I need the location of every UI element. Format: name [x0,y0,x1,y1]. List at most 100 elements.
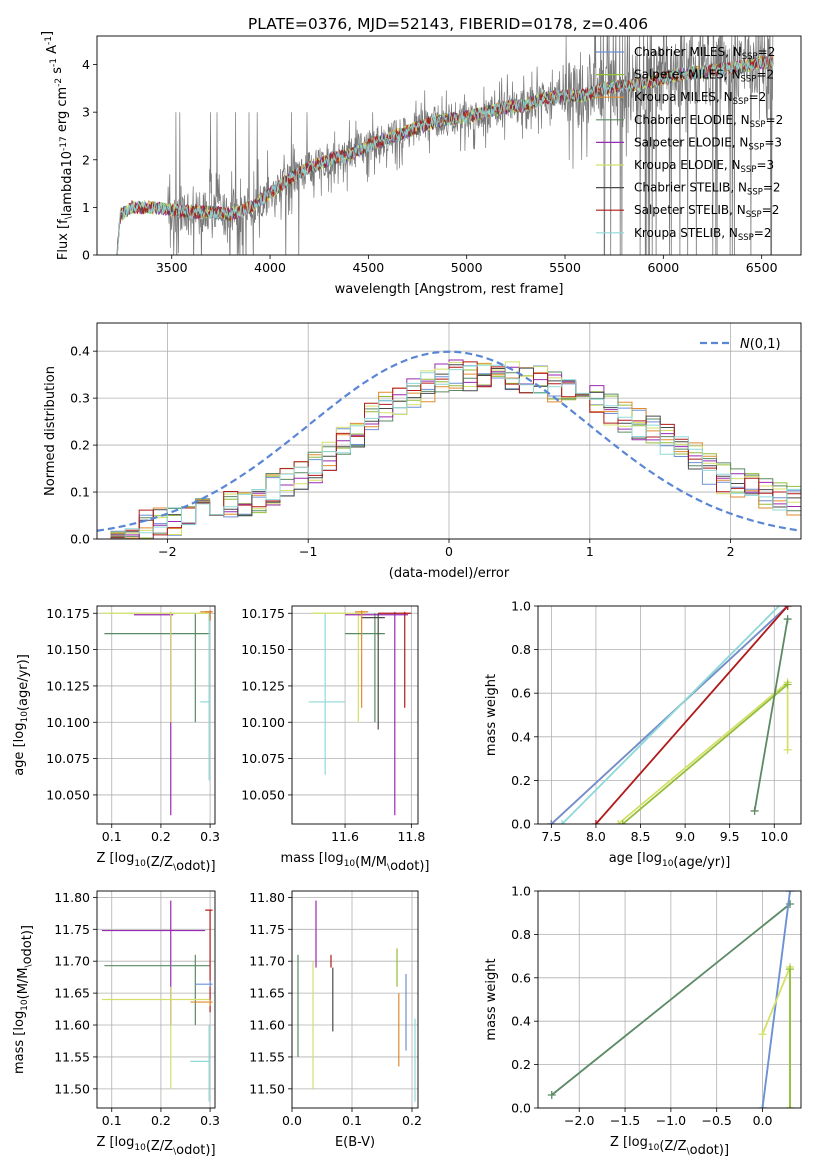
label-part: 10 [344,859,356,869]
label-part: (data-model)/error [389,566,510,581]
legend-name: Salpeter STELIB, N [634,203,746,217]
x-tick-label: 0.2 [402,1113,422,1128]
label-part: wavelength [Angstrom, rest frame] [335,282,564,297]
residuals-panel: −2 −1 0 1 2 0.0 0.1 0.2 0.3 0.4 (data-model)/error… [43,322,802,581]
label-part: (M/M [355,855,387,870]
label-part: 10 [662,859,674,869]
y-tick-label: 11.50 [54,1081,90,1096]
age-vs-Z-panel: 0.1 0.2 0.3 10.050 10.075 10.100 10.125 10.150 1… [12,605,220,874]
legend-count: =3 [756,158,774,172]
y-tick-label: 10.050 [241,787,285,802]
x-tick-label: −1.5 [610,1113,640,1128]
y-tick-label: 0.6 [511,970,531,985]
label-part: age [log [12,723,27,776]
axes-frame [96,35,802,256]
label-part: Flux [f [56,219,71,260]
legend-entry: Chabrier STELIB, NSSP=2 [634,181,781,198]
x-tick-label: 6500 [746,260,778,275]
point-marker [750,806,759,815]
y-tick-label: 1 [82,200,90,215]
plot-area [547,593,792,824]
x-tick-label: −1.0 [656,1113,686,1128]
legend-name: Chabrier STELIB, N [634,181,747,195]
point-marker [783,606,792,610]
x-tick-label: 0.2 [151,1113,171,1128]
point-marker [784,593,792,601]
x-tick-label: 11.6 [331,829,359,844]
y-axis-label: mass weight [484,958,499,1040]
x-tick-label: 11.8 [397,829,425,844]
x-tick-label: 8.5 [631,829,651,844]
label-part: ] [40,31,55,36]
x-tick-label: 0.1 [342,1113,362,1128]
legend-name: Salpeter MILES, N [634,68,741,82]
plot-area [547,891,795,1108]
label-part: 10 [134,1143,146,1153]
plot-area [308,610,412,816]
label-part: )] [20,925,35,935]
legend-sub: SSP [747,188,763,198]
label-part: \ [173,1147,177,1157]
plot-area [101,610,213,816]
y-tick-label: 0.3 [70,391,90,406]
label-part: (Z/Z [146,855,173,870]
x-axis-label: mass [log10(M/M\odot)] [280,851,429,874]
label-part: N [740,337,750,352]
label-part: odot [390,859,419,874]
y-tick-label: 2 [82,152,90,167]
label-part: 10 [60,151,75,168]
legend-count: =2 [763,181,781,195]
x-tick-label: 5000 [451,260,483,275]
label-part: (0,1) [750,337,781,352]
x-tick-label: 10.0 [760,829,788,844]
label-part: \ [64,215,74,219]
y-axis-label: age [log10(age/yr)] [12,654,31,776]
y-tick-label: 0.0 [511,817,531,832]
point-marker [547,820,556,824]
y-tick-label: 1.0 [511,599,531,614]
label-part: odot [20,935,35,964]
y-tick-label: 0 [82,248,90,263]
label-part: \ [387,863,391,873]
x-axis-label: wavelength [Angstrom, rest frame] [335,282,564,297]
y-tick-label: 11.65 [249,986,285,1001]
legend-entry: Kroupa ELODIE, NSSP=3 [634,158,774,175]
point-marker [758,1104,767,1108]
y-tick-label: 0.2 [70,438,90,453]
axes-frame [537,605,802,825]
histogram-kroupa-stelib [97,364,801,539]
legend-name: Kroupa MILES, N [634,90,733,104]
label-part: \ [24,963,34,967]
y-tick-label: 10.075 [46,751,90,766]
massweight-vs-Z-panel: −2.0 −1.5 −1.0 −0.5 0.0 0.0 0.2 0.4 0.6 0.8 1.0 Z [… [484,884,802,1158]
legend-count: =2 [762,203,780,217]
label-part: (M/M [16,967,31,999]
legend-sub: SSP [746,210,762,220]
legend-name: Kroupa ELODIE, N [634,158,741,172]
x-tick-label: 4000 [254,260,286,275]
legend-entry: Kroupa MILES, NSSP=2 [634,90,766,107]
legend-entry: Chabrier MILES, NSSP=2 [634,45,775,62]
age-vs-mass-panel: 11.6 11.8 10.050 10.075 10.100 10.125 10.150 10… [241,605,430,874]
label-part: (Z/Z [146,1139,173,1154]
axes-frame [96,605,216,825]
label-part: lambda [60,168,75,217]
label-part: A [45,45,60,58]
y-tick-label: 11.70 [249,954,285,969]
legend-entry: Salpeter STELIB, NSSP=2 [634,203,779,220]
y-tick-label: 10.150 [241,642,285,657]
x-axis-label: (data-model)/error [389,566,510,581]
label-part: E(B-V) [335,1135,375,1150]
label-part: 10 [648,1143,660,1153]
label-part: 10 [134,859,146,869]
y-tick-label: 11.50 [249,1081,285,1096]
legend-entry: Salpeter MILES, NSSP=2 [634,68,774,85]
y-tick-label: 0.2 [511,1057,531,1072]
legend: N(0,1) [700,337,781,352]
plot-area [297,900,416,1102]
legend-entry: N(0,1) [740,337,781,352]
label-part: )] [205,859,215,874]
legend-sub: SSP [742,52,758,62]
y-axis-label: Normed distribution [43,366,58,496]
